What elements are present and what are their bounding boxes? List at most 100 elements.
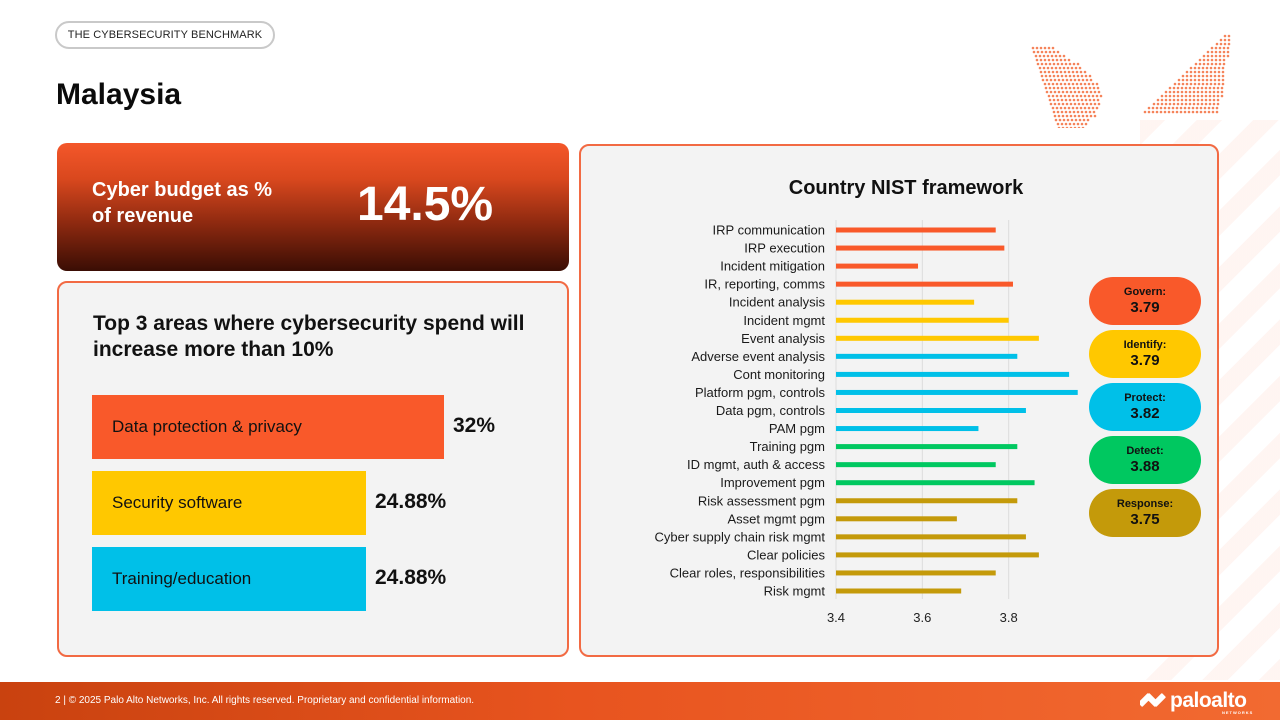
map-dot	[1147, 110, 1151, 114]
map-dot	[1084, 122, 1088, 126]
map-dot	[1227, 34, 1231, 38]
map-dot	[1184, 98, 1188, 102]
map-dot	[1213, 82, 1217, 86]
map-dot	[1176, 86, 1180, 90]
map-dot	[1076, 86, 1080, 90]
map-dot	[1210, 62, 1214, 66]
map-dot	[1060, 74, 1064, 78]
category-label: Incident mgmt	[743, 313, 825, 328]
category-label: IRP communication	[713, 223, 825, 238]
map-dot	[1201, 70, 1205, 74]
map-dot	[1213, 70, 1217, 74]
map-dot	[1081, 114, 1085, 118]
map-dot	[1061, 78, 1065, 82]
map-dot	[1072, 86, 1076, 90]
map-dot	[1216, 102, 1220, 106]
map-dot	[1073, 114, 1077, 118]
bar	[836, 227, 996, 233]
bar	[836, 245, 1005, 251]
map-dot	[1175, 106, 1179, 110]
spend-panel: Top 3 areas where cybersecurity spend wi…	[57, 281, 569, 657]
map-dot	[1210, 54, 1214, 58]
map-dot	[1057, 78, 1061, 82]
budget-label: Cyber budget as % of revenue	[92, 179, 273, 227]
map-dot	[1204, 98, 1208, 102]
map-dot	[1195, 106, 1199, 110]
map-dot	[1055, 70, 1059, 74]
map-dot	[1095, 94, 1099, 98]
logo-wordmark: paloalto	[1170, 689, 1247, 712]
map-dot	[1206, 62, 1210, 66]
map-dot	[1159, 110, 1163, 114]
map-dot	[1188, 86, 1192, 90]
map-dot	[1048, 62, 1052, 66]
map-dot	[1059, 94, 1063, 98]
map-dot	[1081, 102, 1085, 106]
map-dot	[1039, 46, 1043, 50]
pill-name: Govern:	[1123, 286, 1167, 298]
map-dot	[1095, 106, 1099, 110]
map-dot	[1212, 90, 1216, 94]
map-dot	[1226, 50, 1230, 54]
category-label: Cyber supply chain risk mgmt	[655, 529, 826, 544]
map-dot	[1043, 46, 1047, 50]
map-dot	[1038, 54, 1042, 58]
footer-copyright: 2 | © 2025 Palo Alto Networks, Inc. All …	[55, 695, 475, 706]
map-dot	[1155, 110, 1159, 114]
map-dot	[1089, 102, 1093, 106]
map-dot	[1222, 62, 1226, 66]
map-dot	[1196, 86, 1200, 90]
map-dot	[1068, 122, 1072, 126]
map-dot	[1097, 90, 1101, 94]
map-dot	[1188, 94, 1192, 98]
map-dot	[1091, 106, 1095, 110]
map-dot	[1181, 74, 1185, 78]
map-dot	[1091, 94, 1095, 98]
map-dot	[1208, 98, 1212, 102]
map-dot	[1196, 90, 1200, 94]
map-dot	[1049, 90, 1053, 94]
map-dot	[1200, 86, 1204, 90]
map-dot	[1078, 118, 1082, 122]
map-dot	[1069, 114, 1073, 118]
map-dot	[1202, 62, 1206, 66]
map-dot	[1223, 38, 1227, 42]
map-dot	[1047, 70, 1051, 74]
map-dot	[1085, 90, 1089, 94]
map-dot	[1057, 90, 1061, 94]
pill-name: Detect:	[1126, 445, 1164, 457]
map-dot	[1062, 54, 1066, 58]
map-dot	[1196, 98, 1200, 102]
nist-panel: Country NIST framework 3.43.63.84IRP com…	[579, 144, 1219, 657]
map-dot	[1223, 42, 1227, 46]
category-score-pill: Detect: 3.88	[1089, 436, 1201, 484]
map-dot	[1050, 66, 1054, 70]
map-dot	[1031, 46, 1035, 50]
map-dot	[1199, 106, 1203, 110]
map-dot	[1068, 86, 1072, 90]
map-dot	[1039, 58, 1043, 62]
map-dot	[1159, 106, 1163, 110]
map-dot	[1044, 86, 1048, 90]
map-dot	[1212, 94, 1216, 98]
map-dot	[1173, 82, 1177, 86]
map-dot	[1193, 78, 1197, 82]
map-dot	[1072, 122, 1076, 126]
map-dot	[1189, 82, 1193, 86]
map-dot	[1072, 74, 1076, 78]
map-dot	[1079, 82, 1083, 86]
map-dot	[1077, 102, 1081, 106]
map-dot	[1084, 86, 1088, 90]
map-dot	[1089, 90, 1093, 94]
map-dot	[1084, 74, 1088, 78]
map-dot	[1189, 70, 1193, 74]
map-dot	[1064, 74, 1068, 78]
map-dot	[1177, 82, 1181, 86]
map-dot	[1192, 98, 1196, 102]
map-dot	[1080, 86, 1084, 90]
map-dot	[1215, 106, 1219, 110]
category-label: Data pgm, controls	[716, 403, 826, 418]
map-dot	[1080, 110, 1084, 114]
map-dot	[1092, 86, 1096, 90]
map-dot	[1201, 82, 1205, 86]
